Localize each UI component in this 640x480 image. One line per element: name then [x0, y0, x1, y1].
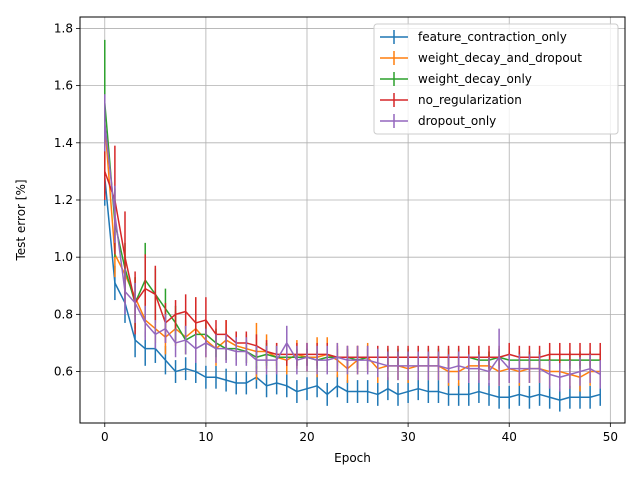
y-tick-label: 0.6: [54, 365, 73, 379]
legend-label: dropout_only: [418, 114, 496, 128]
x-tick-label: 50: [603, 430, 618, 444]
plot-frame: [79, 16, 626, 424]
legend-entry: dropout_only: [380, 114, 496, 128]
series-layer: [104, 39, 601, 412]
x-tick-label: 10: [198, 430, 213, 444]
y-tick-label: 1.8: [54, 21, 73, 35]
y-tick-label: 1.2: [54, 193, 73, 207]
legend-label: feature_contraction_only: [418, 30, 567, 44]
legend-entry: weight_decay_and_dropout: [380, 51, 582, 65]
grid: [80, 17, 625, 423]
x-tick-label: 0: [101, 430, 109, 444]
series-dropout-only: [104, 94, 601, 392]
y-tick-label: 1.6: [54, 79, 73, 93]
series-line: [104, 177, 601, 401]
legend-entry: weight_decay_only: [380, 72, 532, 86]
y-tick-label: 1.0: [54, 250, 73, 264]
legend-box: [373, 23, 619, 135]
y-tick-label: 0.8: [54, 307, 73, 321]
legend-label: weight_decay_only: [418, 72, 532, 86]
axis-ticks: 0 10 20 30 40 50 0.6 0.8 1.0 1.2 1.4 1.6 1.8: [54, 21, 618, 444]
legend-entry: no_regularization: [380, 93, 522, 107]
x-tick-label: 20: [299, 430, 314, 444]
legend-label: no_regularization: [418, 93, 522, 107]
x-tick-label: 40: [502, 430, 517, 444]
series-line: [104, 122, 601, 378]
y-axis-label: Test error [%]: [14, 179, 28, 261]
y-tick-label: 1.4: [54, 136, 73, 150]
legend: feature_contraction_only weight_decay_and…: [373, 23, 619, 135]
x-tick-label: 30: [400, 430, 415, 444]
legend-entry: feature_contraction_only: [380, 30, 567, 44]
series-line: [104, 122, 601, 378]
series-line: [104, 171, 601, 358]
legend-label: weight_decay_and_dropout: [418, 51, 582, 65]
x-axis-label: Epoch: [334, 451, 371, 465]
series-line: [104, 102, 601, 361]
